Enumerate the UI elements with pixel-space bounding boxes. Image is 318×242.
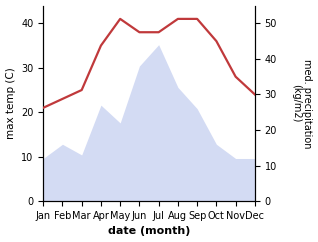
X-axis label: date (month): date (month) <box>108 227 190 236</box>
Y-axis label: med. precipitation
(kg/m2): med. precipitation (kg/m2) <box>291 59 313 148</box>
Y-axis label: max temp (C): max temp (C) <box>5 68 16 139</box>
